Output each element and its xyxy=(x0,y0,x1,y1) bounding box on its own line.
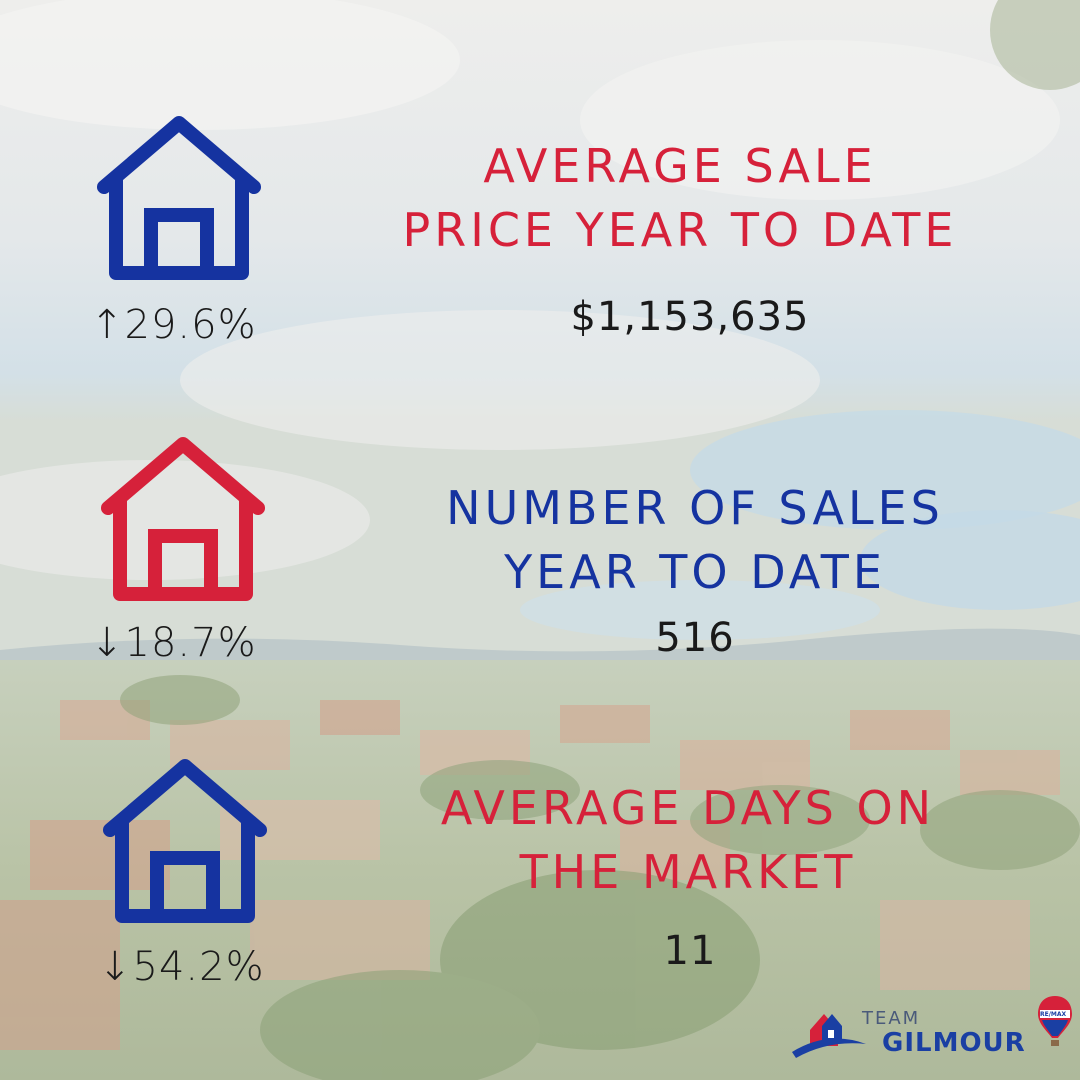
stat-value: 516 xyxy=(655,615,735,661)
house-swoosh-icon xyxy=(792,1014,866,1058)
stat-title: AVERAGE DAYS ON THE MARKET xyxy=(338,776,1038,904)
stat-title-line: PRICE YEAR TO DATE xyxy=(402,203,958,257)
logo-name-text: GILMOUR xyxy=(882,1028,1026,1058)
change-indicator: ↑29.6% xyxy=(90,302,257,348)
remax-balloon-icon xyxy=(1038,996,1072,1046)
stat-title-line: NUMBER OF SALES xyxy=(446,481,944,535)
stat-title-line: THE MARKET xyxy=(519,845,857,899)
change-indicator: ↓54.2% xyxy=(98,944,265,990)
stat-value: $1,153,635 xyxy=(570,294,810,340)
team-gilmour-logo: TEAM GILMOUR xyxy=(788,1000,1038,1062)
change-indicator: ↓18.7% xyxy=(90,620,257,666)
stat-value: 11 xyxy=(663,928,717,974)
house-icon xyxy=(101,437,265,601)
remax-badge-text: RE/MAX xyxy=(1040,1011,1067,1018)
stat-title-line: YEAR TO DATE xyxy=(504,545,886,599)
stat-title-line: AVERAGE SALE xyxy=(483,139,877,193)
stat-title-line: AVERAGE DAYS ON xyxy=(440,781,936,835)
stat-title: NUMBER OF SALES YEAR TO DATE xyxy=(345,476,1045,604)
house-icon xyxy=(103,759,267,923)
house-icon xyxy=(97,116,261,280)
logo-team-text: TEAM xyxy=(862,1008,921,1029)
stat-title: AVERAGE SALE PRICE YEAR TO DATE xyxy=(330,134,1030,262)
